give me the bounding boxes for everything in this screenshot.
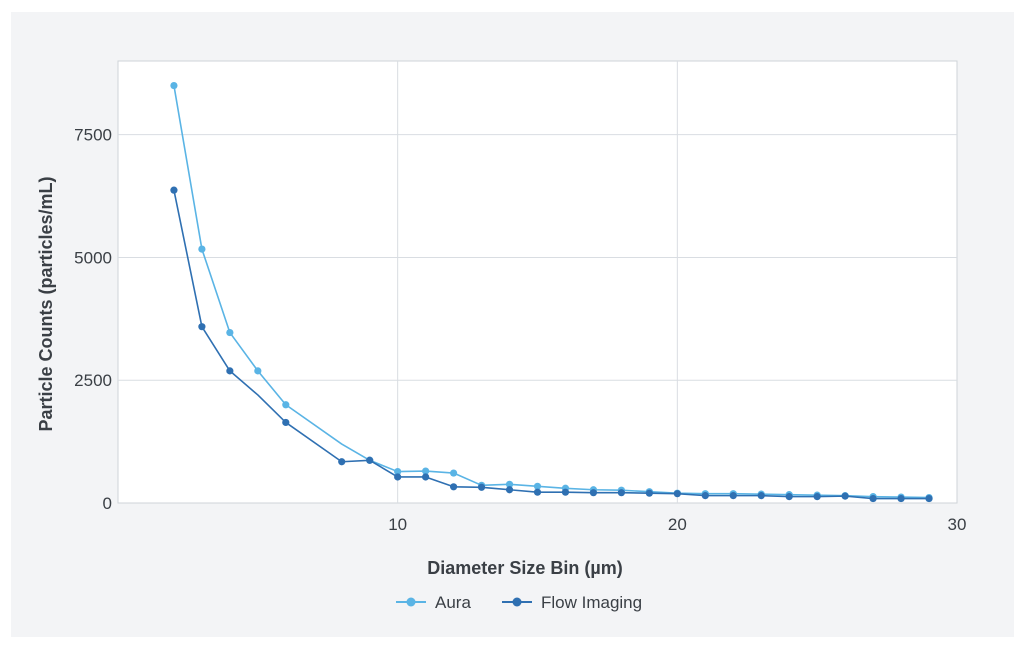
data-point-flow-imaging[interactable] xyxy=(673,490,681,498)
data-point-flow-imaging[interactable] xyxy=(897,494,905,503)
data-point-flow-imaging[interactable] xyxy=(505,486,514,494)
data-point-flow-imaging[interactable] xyxy=(198,323,206,331)
x-tick-label: 20 xyxy=(668,515,687,534)
data-point-flow-imaging[interactable] xyxy=(226,367,234,375)
y-tick-label: 5000 xyxy=(74,248,112,267)
legend-label-aura: Aura xyxy=(435,593,471,612)
data-point-flow-imaging[interactable] xyxy=(701,492,709,500)
x-tick-label: 10 xyxy=(388,515,407,534)
x-tick-label: 30 xyxy=(948,515,967,534)
data-point-flow-imaging[interactable] xyxy=(561,488,570,496)
data-point-flow-imaging[interactable] xyxy=(813,493,821,501)
data-point-flow-imaging[interactable] xyxy=(785,493,793,501)
data-point-flow-imaging[interactable] xyxy=(617,489,626,497)
y-tick-labels: 0 2500 5000 7500 xyxy=(74,126,112,513)
y-tick-label: 7500 xyxy=(74,126,112,145)
data-point-aura[interactable] xyxy=(254,367,262,375)
grid-lines xyxy=(118,61,957,503)
series-lines xyxy=(170,81,933,503)
data-point-aura[interactable] xyxy=(226,328,234,337)
legend-swatch-aura-marker xyxy=(406,597,416,607)
y-tick-label: 2500 xyxy=(74,371,112,390)
data-point-aura[interactable] xyxy=(394,467,402,476)
legend-item-flow-imaging[interactable]: Flow Imaging xyxy=(502,593,642,612)
data-point-aura[interactable] xyxy=(282,401,290,409)
data-point-flow-imaging[interactable] xyxy=(841,492,849,500)
data-point-aura[interactable] xyxy=(422,467,430,475)
data-point-flow-imaging[interactable] xyxy=(282,418,290,427)
x-axis-title: Diameter Size Bin (µm) xyxy=(427,558,622,578)
data-point-flow-imaging[interactable] xyxy=(422,473,430,481)
legend-swatch-flow-imaging-marker xyxy=(512,597,522,607)
data-point-flow-imaging[interactable] xyxy=(645,489,653,497)
data-point-flow-imaging[interactable] xyxy=(533,488,542,496)
data-point-flow-imaging[interactable] xyxy=(589,489,598,497)
legend: Aura Flow Imaging xyxy=(396,593,642,612)
data-point-flow-imaging[interactable] xyxy=(338,458,346,466)
data-point-aura[interactable] xyxy=(198,245,206,253)
data-point-aura[interactable] xyxy=(505,480,514,488)
y-axis-title: Particle Counts (particles/mL) xyxy=(36,176,56,431)
legend-label-flow-imaging: Flow Imaging xyxy=(541,593,642,612)
plot-area xyxy=(117,60,958,504)
data-point-aura[interactable] xyxy=(533,482,542,490)
data-point-flow-imaging[interactable] xyxy=(925,494,933,503)
data-point-flow-imaging[interactable] xyxy=(869,494,877,503)
x-tick-labels: 10 20 30 xyxy=(388,515,966,534)
data-point-flow-imaging[interactable] xyxy=(170,186,178,194)
data-point-flow-imaging[interactable] xyxy=(450,483,458,491)
data-point-flow-imaging[interactable] xyxy=(394,473,402,481)
data-point-flow-imaging[interactable] xyxy=(477,483,486,491)
data-point-flow-imaging[interactable] xyxy=(757,492,765,500)
data-point-flow-imaging[interactable] xyxy=(366,456,374,464)
data-point-flow-imaging[interactable] xyxy=(729,492,737,500)
data-point-aura[interactable] xyxy=(170,81,178,90)
legend-item-aura[interactable]: Aura xyxy=(396,593,471,612)
y-tick-label: 0 xyxy=(103,494,112,513)
data-point-aura[interactable] xyxy=(450,469,458,477)
